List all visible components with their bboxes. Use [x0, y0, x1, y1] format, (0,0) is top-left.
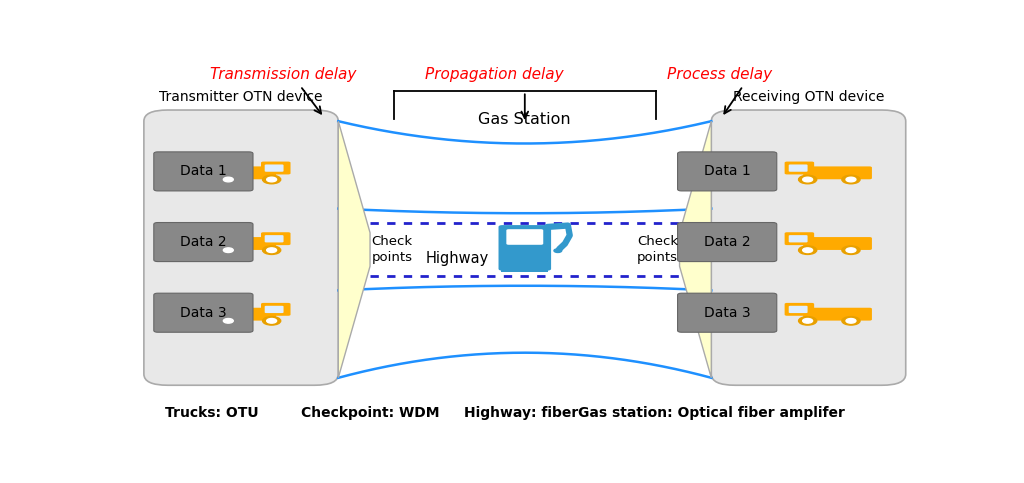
Circle shape — [223, 177, 233, 182]
Circle shape — [262, 175, 281, 184]
Text: Checkpoint: WDM: Checkpoint: WDM — [301, 406, 439, 420]
Circle shape — [266, 318, 276, 323]
FancyBboxPatch shape — [264, 235, 284, 242]
Circle shape — [266, 248, 276, 253]
FancyBboxPatch shape — [678, 293, 777, 332]
Bar — [502, 269, 548, 272]
FancyBboxPatch shape — [803, 167, 871, 179]
Text: Propagation delay: Propagation delay — [425, 67, 564, 82]
FancyBboxPatch shape — [788, 235, 808, 242]
FancyBboxPatch shape — [154, 152, 253, 191]
FancyBboxPatch shape — [788, 164, 808, 172]
FancyBboxPatch shape — [143, 110, 338, 385]
Text: Gas Station: Gas Station — [478, 112, 571, 127]
Circle shape — [219, 246, 238, 255]
Polygon shape — [680, 121, 712, 378]
Circle shape — [842, 316, 860, 325]
Polygon shape — [338, 121, 370, 378]
FancyBboxPatch shape — [788, 306, 808, 313]
Circle shape — [846, 177, 856, 182]
Text: Data 1: Data 1 — [703, 164, 751, 178]
FancyBboxPatch shape — [784, 162, 814, 174]
FancyBboxPatch shape — [264, 164, 284, 172]
Text: Check
points: Check points — [637, 235, 678, 264]
Text: Transmitter OTN device: Transmitter OTN device — [159, 90, 323, 104]
FancyBboxPatch shape — [154, 293, 253, 332]
Circle shape — [262, 246, 281, 255]
Circle shape — [799, 175, 817, 184]
Circle shape — [803, 248, 813, 253]
Circle shape — [846, 248, 856, 253]
Text: Process delay: Process delay — [667, 67, 772, 82]
FancyBboxPatch shape — [207, 167, 276, 179]
FancyBboxPatch shape — [678, 223, 777, 262]
Text: Data 3: Data 3 — [180, 306, 226, 320]
Circle shape — [219, 175, 238, 184]
FancyBboxPatch shape — [712, 110, 905, 385]
FancyBboxPatch shape — [264, 306, 284, 313]
FancyBboxPatch shape — [261, 162, 291, 174]
FancyBboxPatch shape — [678, 152, 777, 191]
Circle shape — [262, 316, 281, 325]
FancyBboxPatch shape — [784, 303, 814, 316]
FancyBboxPatch shape — [499, 225, 551, 270]
Text: Trucks: OTU: Trucks: OTU — [165, 406, 258, 420]
FancyBboxPatch shape — [154, 223, 253, 262]
FancyBboxPatch shape — [784, 232, 814, 245]
Text: Data 2: Data 2 — [703, 235, 751, 249]
Circle shape — [219, 316, 238, 325]
FancyBboxPatch shape — [261, 303, 291, 316]
Text: Receiving OTN device: Receiving OTN device — [733, 90, 885, 104]
Text: Highway: Highway — [426, 251, 489, 266]
Circle shape — [799, 246, 817, 255]
Circle shape — [803, 318, 813, 323]
FancyBboxPatch shape — [261, 232, 291, 245]
FancyBboxPatch shape — [207, 237, 276, 250]
Text: Data 1: Data 1 — [180, 164, 226, 178]
Circle shape — [223, 248, 233, 253]
Circle shape — [799, 316, 817, 325]
Circle shape — [842, 175, 860, 184]
Circle shape — [554, 249, 562, 253]
FancyBboxPatch shape — [803, 237, 871, 250]
Text: Check
points: Check points — [372, 235, 413, 264]
Text: Data 2: Data 2 — [180, 235, 226, 249]
FancyBboxPatch shape — [803, 308, 871, 321]
Text: Transmission delay: Transmission delay — [210, 67, 356, 82]
Text: Highway: fiber: Highway: fiber — [464, 406, 578, 420]
FancyBboxPatch shape — [506, 229, 544, 245]
Circle shape — [266, 177, 276, 182]
Circle shape — [223, 318, 233, 323]
Text: Data 3: Data 3 — [703, 306, 751, 320]
Text: Gas station: Optical fiber amplifer: Gas station: Optical fiber amplifer — [578, 406, 845, 420]
Circle shape — [846, 318, 856, 323]
Circle shape — [803, 177, 813, 182]
FancyBboxPatch shape — [207, 308, 276, 321]
Circle shape — [842, 246, 860, 255]
